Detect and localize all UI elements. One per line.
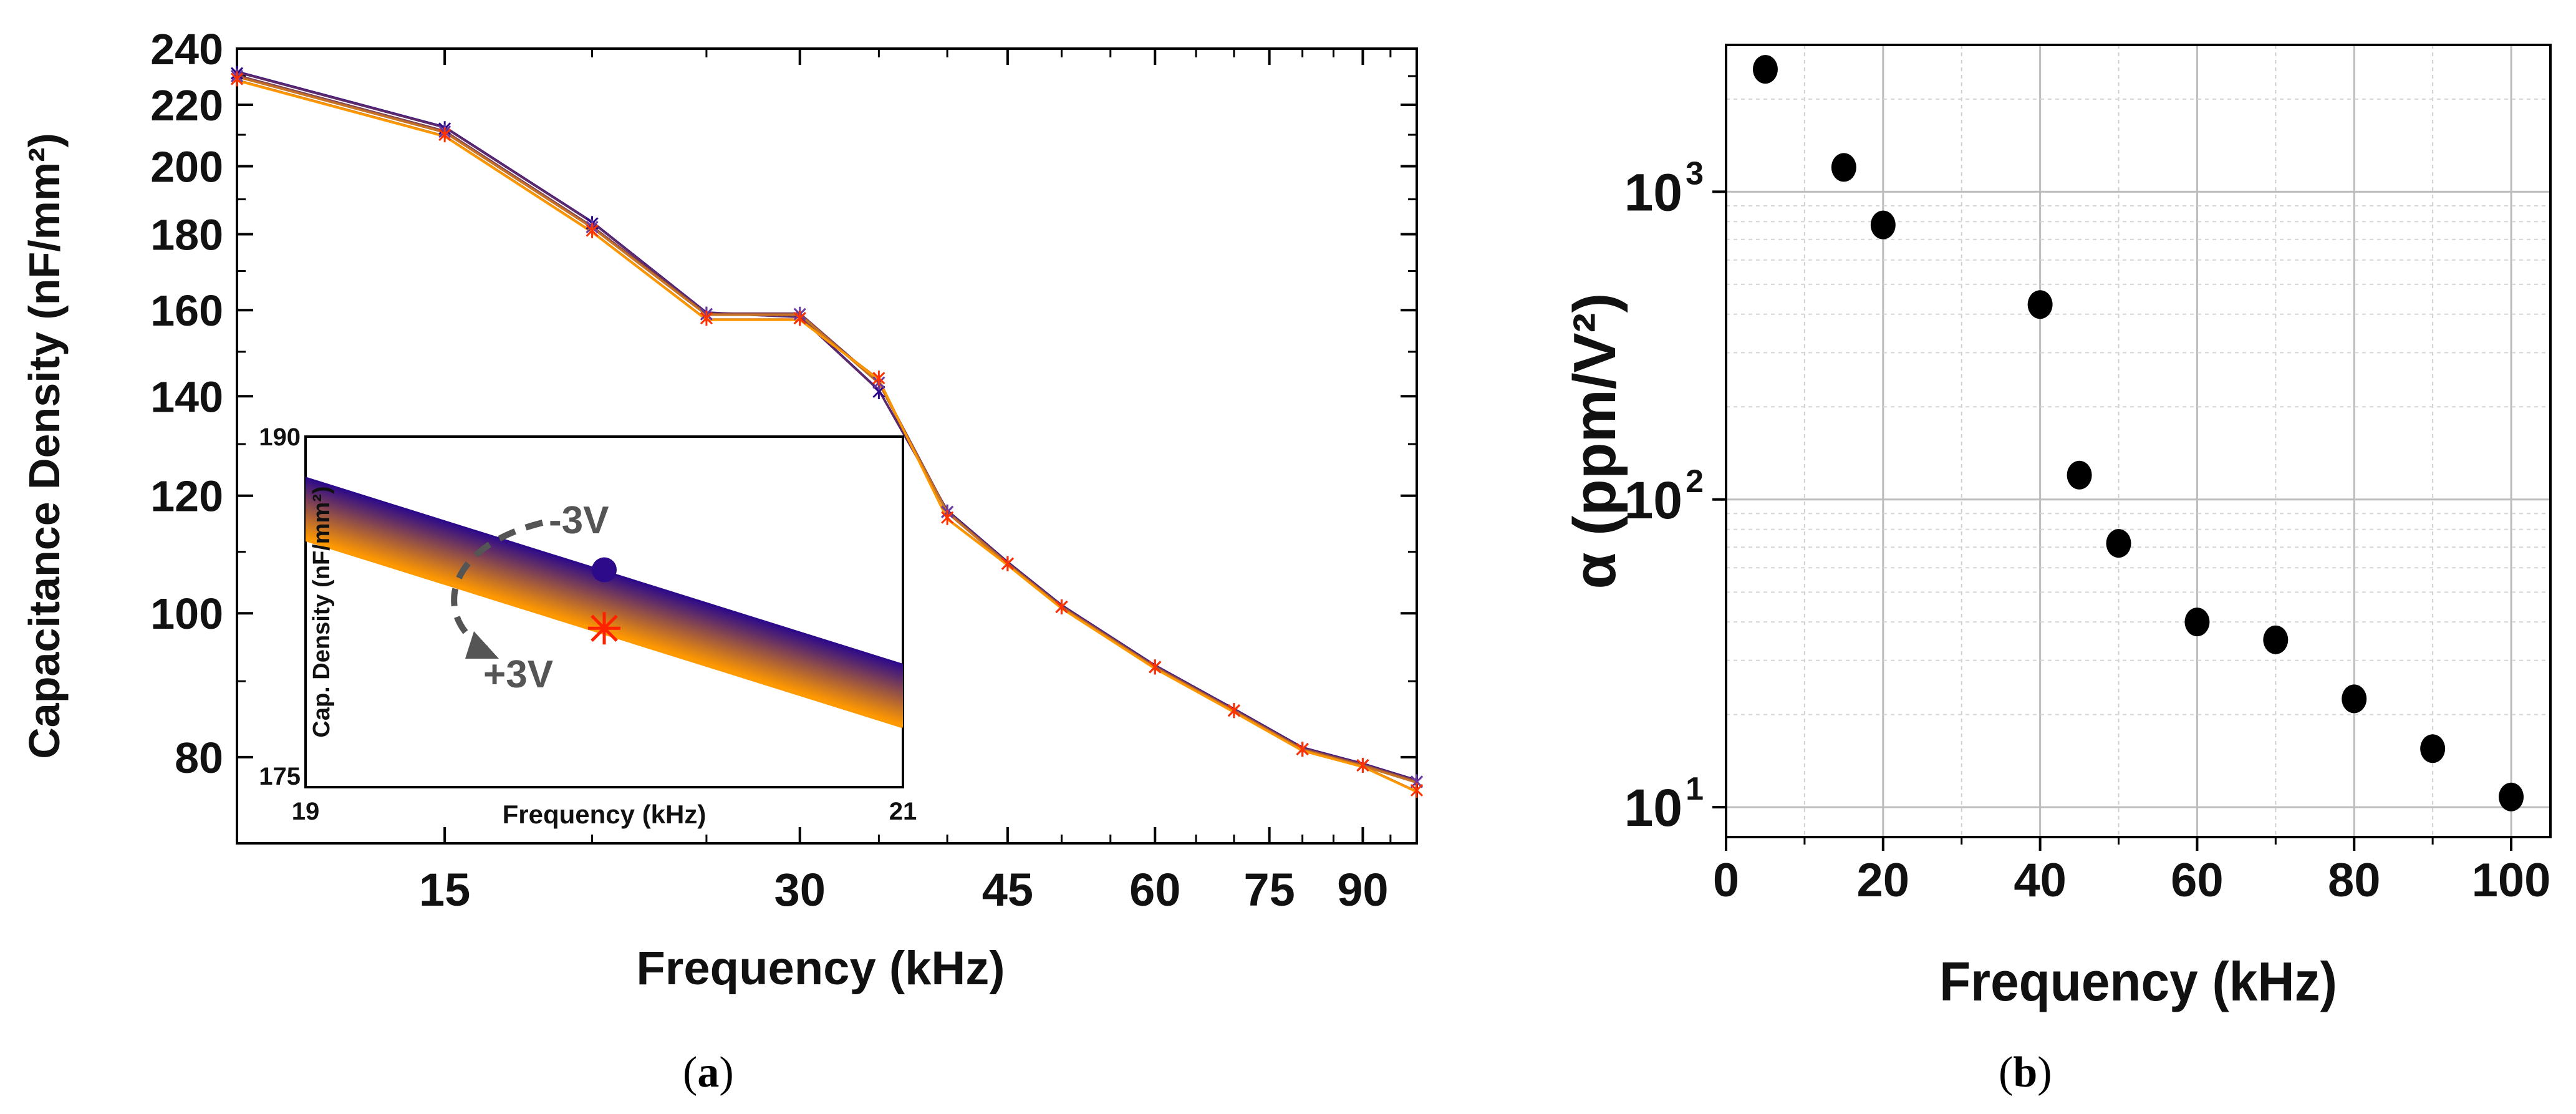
caption-a: (a) (683, 1049, 734, 1097)
caption-b: (b) (1999, 1049, 2052, 1097)
inset-series-line (306, 495, 903, 686)
series-point (230, 71, 244, 87)
inset-y-tick-top: 190 (259, 424, 301, 451)
inset-annotation-minus3v: -3V (549, 499, 609, 542)
caption-a-letter: a (697, 1049, 720, 1097)
inset-series-line (306, 515, 903, 706)
x-tick-label: 45 (982, 864, 1033, 916)
inset-series-line (306, 509, 903, 700)
inset-chart: -3V +3V 190 175 19 21 Frequency (kHz) Cap. Dens… (259, 424, 917, 829)
x-tick-label-b: 0 (1713, 854, 1739, 907)
plot-frame-b (1725, 44, 2552, 838)
scatter-point (2106, 529, 2131, 558)
series-point (586, 223, 599, 238)
inset-series-line (306, 499, 903, 690)
series-point (1001, 556, 1014, 571)
inset-series-line (306, 513, 903, 704)
series-line (236, 80, 1417, 793)
y-tick-label: 240 (150, 25, 223, 74)
series-point (1149, 659, 1162, 675)
x-tick-label: 60 (1129, 864, 1180, 916)
grid-b (1725, 44, 2550, 837)
inset-series-line (306, 497, 903, 688)
series-point (793, 311, 806, 326)
inset-series-line (306, 501, 903, 692)
inset-y-tick-bottom: 175 (259, 763, 301, 790)
y-tick-label: 120 (150, 472, 223, 521)
series-point (941, 510, 954, 525)
scatter-point (1831, 153, 1856, 182)
scatter-point (1752, 55, 1778, 84)
x-tick-label-b: 20 (1857, 854, 1910, 907)
x-tick-label: 75 (1243, 864, 1295, 916)
series-lines (236, 70, 1417, 793)
x-tick-label: 90 (1337, 864, 1388, 916)
inset-x-tick-right: 21 (889, 798, 917, 825)
inset-arrow (451, 520, 544, 652)
scatter-point (2184, 608, 2210, 637)
scatter-point (2067, 460, 2092, 490)
y-tick-label-b: 10 (1624, 778, 1682, 837)
y-tick-label: 140 (150, 372, 223, 421)
plot-frame-a (236, 47, 1418, 845)
inset-lines (306, 477, 903, 729)
inset-series-line (306, 507, 903, 698)
chart-a: 15 30 45 60 75 90 80 100 120 140 160 180 200 220 240 Fr… (20, 25, 1424, 995)
inset-marker-minus3v (592, 557, 617, 583)
series-point (1227, 703, 1240, 719)
scatter-point (1870, 210, 1896, 240)
x-axis-label-b: Frequency (kHz) (1939, 951, 2337, 1013)
series-point (1410, 782, 1424, 798)
x-tick-label-b: 100 (2472, 854, 2551, 907)
y-tick-label: 80 (175, 734, 223, 782)
inset-arrow-head (465, 631, 499, 659)
y-tick-label: 100 (150, 589, 223, 638)
inset-y-axis-label: Cap. Density (nF/mm²) (309, 486, 335, 737)
inset-annotation-plus3v: +3V (483, 653, 553, 696)
scatter-point (2342, 684, 2367, 714)
inset-x-axis-label: Frequency (kHz) (503, 800, 707, 829)
y-tick-exponent-b: 3 (1686, 155, 1704, 191)
scatter-point (2027, 290, 2053, 319)
x-tick-label-b: 60 (2171, 854, 2224, 907)
y-tick-label-b: 10 (1624, 471, 1682, 530)
y-tick-label: 220 (150, 81, 223, 130)
inset-series-line (306, 491, 903, 682)
scatter-point (2499, 782, 2524, 811)
x-axis-label: Frequency (kHz) (636, 942, 1005, 995)
y-tick-exponent-b: 1 (1686, 771, 1704, 807)
y-tick-label: 180 (150, 210, 223, 259)
series-point (1055, 599, 1068, 614)
inset-series-line (306, 505, 903, 696)
y-axis-label: Capacitance Density (nF/mm²) (20, 133, 69, 759)
inset-marker-plus3v (588, 612, 620, 645)
series-point (872, 371, 885, 386)
y-tick-label-b: 10 (1624, 163, 1682, 221)
series-point (438, 127, 451, 143)
y-tick-exponent-b: 2 (1686, 463, 1704, 500)
caption-b-letter: b (2013, 1049, 2038, 1097)
inset-series-line (306, 511, 903, 702)
series-point (1356, 757, 1369, 773)
x-tick-label: 30 (774, 864, 826, 916)
y-tick-label: 160 (150, 286, 223, 335)
inset-x-tick-left: 19 (292, 798, 320, 825)
inset-series-line (306, 493, 903, 684)
inset-series-line (306, 503, 903, 694)
series-point (700, 311, 713, 326)
x-tick-label: 15 (419, 864, 470, 916)
y-tick-label: 200 (150, 143, 223, 191)
x-tick-label-b: 80 (2328, 854, 2381, 907)
scatter-point (2263, 625, 2289, 654)
inset-series-line (306, 489, 903, 680)
scatter-point (2420, 734, 2446, 763)
series-point (1296, 742, 1309, 757)
x-tick-label-b: 40 (2014, 854, 2067, 907)
y-axis-label-b: α (ppm/V²) (1561, 293, 1628, 589)
